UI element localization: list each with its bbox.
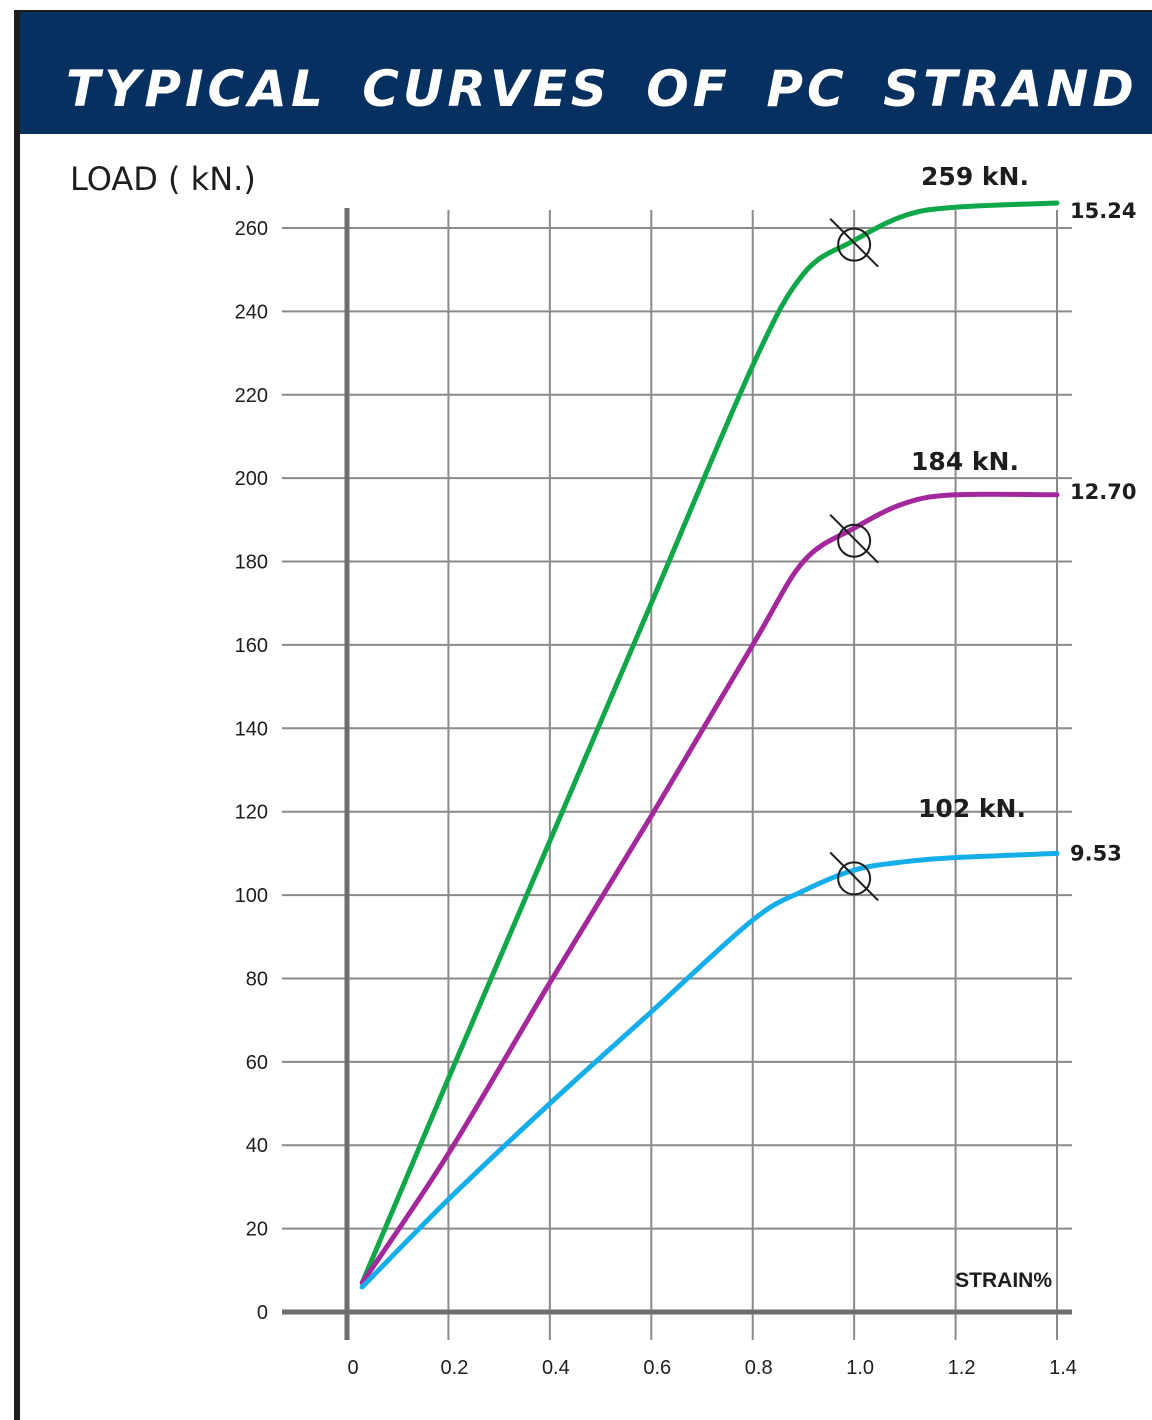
x-tick-label-0.6: 0.6 [643, 1357, 671, 1379]
break-point-marker-9.53 [837, 861, 872, 896]
y-tick-labels: 0 20 40 60 80 100 120 140 160 180 200 220 240 260 [235, 218, 268, 1324]
series-lines [359, 200, 1060, 1290]
peak-load-label-15.24: 259 kN. [921, 162, 1029, 191]
x-tick-labels: 0 0.2 0.4 0.6 0.8 1.0 1.2 1.4 [347, 1357, 1076, 1379]
y-tick-label-20: 20 [246, 1219, 268, 1241]
y-tick-label-260: 260 [235, 218, 268, 240]
peak-load-label-12.70: 184 kN. [911, 447, 1019, 476]
series-line-15.24 [359, 200, 1060, 1286]
y-tick-label-0: 0 [257, 1302, 268, 1324]
series-size-label-9.53: 9.53 [1070, 841, 1122, 865]
break-point-slash-12.70 [829, 513, 879, 564]
break-point-slash-15.24 [829, 217, 879, 268]
x-tick-label-1.4: 1.4 [1049, 1357, 1077, 1379]
break-point-marker-15.24 [837, 227, 872, 262]
title-banner: TYPICAL CURVES OF PC STRAND [20, 12, 1152, 134]
y-tick-label-100: 100 [235, 885, 268, 907]
x-tick-label-1.2: 1.2 [948, 1357, 976, 1379]
peak-load-label-9.53: 102 kN. [918, 794, 1026, 823]
series-line-12.70 [359, 491, 1060, 1286]
y-tick-label-200: 200 [235, 468, 268, 490]
y-tick-label-140: 140 [235, 718, 268, 740]
chart-title: TYPICAL CURVES OF PC STRAND [66, 60, 1138, 118]
x-tick-label-0.8: 0.8 [745, 1357, 773, 1379]
x-tick-label-1.0: 1.0 [846, 1357, 874, 1379]
y-tick-label-180: 180 [235, 552, 268, 574]
x-tick-label-0.2: 0.2 [441, 1357, 469, 1379]
y-tick-label-160: 160 [235, 635, 268, 657]
x-axis-title: STRAIN% [955, 1269, 1052, 1292]
series-line-9.53 [359, 850, 1060, 1290]
break-point-marker-12.70 [837, 523, 872, 558]
y-tick-label-220: 220 [235, 385, 268, 407]
y-tick-label-80: 80 [246, 968, 268, 990]
x-tick-label-0.4: 0.4 [542, 1357, 570, 1379]
series-size-label-12.70: 12.70 [1070, 480, 1136, 504]
y-tick-label-60: 60 [246, 1052, 268, 1074]
x-tick-label-0: 0 [347, 1357, 358, 1379]
series-labels: 15.24 259 kN. 12.70 184 kN. 9.53 102 kN. [911, 162, 1136, 865]
series-size-label-15.24: 15.24 [1070, 199, 1136, 223]
grid-lines [282, 210, 1072, 1340]
y-axis-title: LOAD ( kN.) [70, 160, 256, 198]
y-tick-label-240: 240 [235, 301, 268, 323]
y-tick-label-40: 40 [246, 1135, 268, 1157]
break-point-slash-9.53 [829, 851, 879, 902]
axes [282, 208, 1072, 1340]
chart-frame [14, 10, 1152, 1420]
y-tick-label-120: 120 [235, 802, 268, 824]
